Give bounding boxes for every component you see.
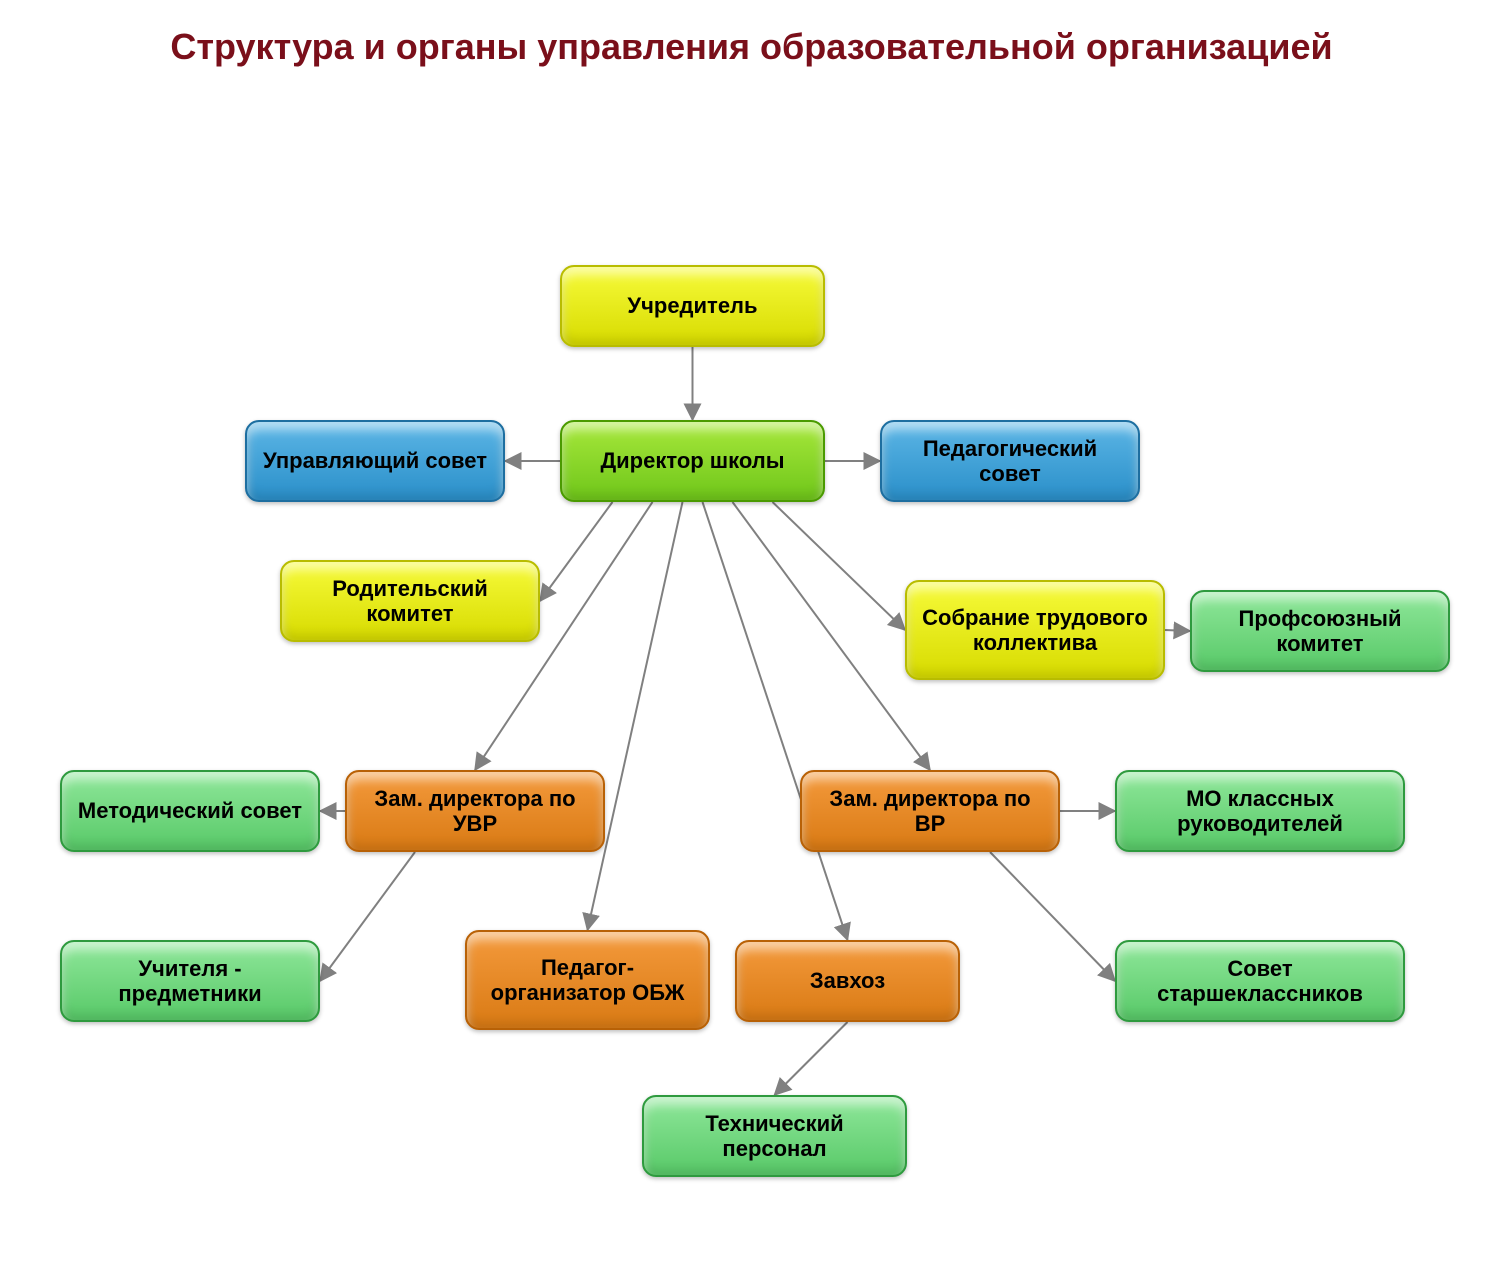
edge-director-to-pedagog_obzh	[588, 502, 683, 930]
node-dep_vr: Зам. директора по ВР	[800, 770, 1060, 852]
edge-dep_vr-to-senior_council	[990, 852, 1115, 981]
edge-director-to-zavhoz	[703, 502, 848, 940]
edge-zavhoz-to-tech_staff	[775, 1022, 848, 1095]
node-parents: Родительский комитет	[280, 560, 540, 642]
edge-director-to-parents	[540, 502, 613, 601]
node-mo_class: МО классных руководителей	[1115, 770, 1405, 852]
node-label: Совет старшеклассников	[1127, 956, 1393, 1007]
node-dep_uvr: Зам. директора по УВР	[345, 770, 605, 852]
node-senior_council: Совет старшеклассников	[1115, 940, 1405, 1022]
node-teachers: Учителя - предметники	[60, 940, 320, 1022]
node-union: Профсоюзный комитет	[1190, 590, 1450, 672]
node-pedagog_obzh: Педагог-организатор ОБЖ	[465, 930, 710, 1030]
node-label: Управляющий совет	[263, 448, 487, 473]
node-label: Учредитель	[627, 293, 757, 318]
edge-director-to-staff_meeting	[773, 502, 906, 630]
node-label: Технический персонал	[654, 1111, 895, 1162]
node-label: Профсоюзный комитет	[1202, 606, 1438, 657]
node-tech_staff: Технический персонал	[642, 1095, 907, 1177]
node-staff_meeting: Собрание трудового коллектива	[905, 580, 1165, 680]
node-label: Зам. директора по ВР	[812, 786, 1048, 837]
edge-director-to-dep_vr	[733, 502, 931, 770]
edge-dep_uvr-to-teachers	[320, 852, 415, 981]
node-label: Завхоз	[810, 968, 885, 993]
node-label: Методический совет	[78, 798, 302, 823]
node-label: Педагогический совет	[892, 436, 1128, 487]
node-director: Директор школы	[560, 420, 825, 502]
node-label: Директор школы	[600, 448, 784, 473]
node-ped_council: Педагогический совет	[880, 420, 1140, 502]
node-label: Собрание трудового коллектива	[917, 605, 1153, 656]
node-founder: Учредитель	[560, 265, 825, 347]
page-title: Структура и органы управления образовате…	[0, 26, 1503, 67]
org-chart-stage: Структура и органы управления образовате…	[0, 0, 1503, 1284]
node-label: Зам. директора по УВР	[357, 786, 593, 837]
node-zavhoz: Завхоз	[735, 940, 960, 1022]
node-label: Учителя - предметники	[72, 956, 308, 1007]
node-label: МО классных руководителей	[1127, 786, 1393, 837]
node-label: Педагог-организатор ОБЖ	[477, 955, 698, 1006]
node-method_council: Методический совет	[60, 770, 320, 852]
node-label: Родительский комитет	[292, 576, 528, 627]
edge-staff_meeting-to-union	[1165, 630, 1190, 631]
node-gov_council: Управляющий совет	[245, 420, 505, 502]
